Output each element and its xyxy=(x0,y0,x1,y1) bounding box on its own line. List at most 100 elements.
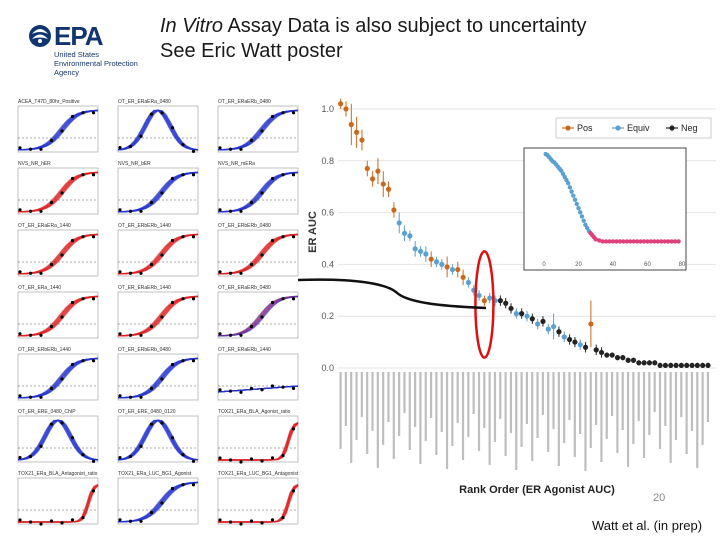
inset-point xyxy=(607,239,612,244)
panel-plot xyxy=(117,105,199,153)
panel-point xyxy=(228,458,233,462)
auc-point xyxy=(465,279,472,286)
panel-plot xyxy=(117,229,199,277)
panel-point xyxy=(170,486,175,491)
inset-point xyxy=(579,214,585,219)
panel-point xyxy=(91,459,96,463)
panel-point xyxy=(60,521,64,525)
panel-point xyxy=(191,235,196,239)
inset-point xyxy=(578,210,583,215)
auc-point xyxy=(385,186,392,192)
panel-point xyxy=(49,422,54,426)
panel-point xyxy=(281,235,285,239)
title-line-2: See Eric Watt poster xyxy=(160,40,343,62)
x-tick-label xyxy=(403,372,406,413)
panel-point xyxy=(239,390,243,394)
panel-point xyxy=(28,395,33,399)
x-tick-label xyxy=(360,372,363,417)
x-tick-label xyxy=(690,372,694,431)
panel-point xyxy=(49,324,54,329)
panel-point xyxy=(281,111,285,115)
x-tick-label xyxy=(701,372,704,445)
legend-marker xyxy=(615,125,621,131)
dose-response-panel: OT_ER_ERaERb_0480 xyxy=(210,99,300,160)
panel-point xyxy=(191,149,196,153)
panel-point xyxy=(239,333,243,337)
panel-point xyxy=(128,395,133,399)
panel-point xyxy=(181,483,185,487)
panel-plot xyxy=(217,353,299,401)
auc-point xyxy=(364,165,370,172)
panel-point xyxy=(228,520,233,524)
auc-point xyxy=(614,355,621,361)
panel-point xyxy=(270,238,275,243)
y-tick-label: 1.0 xyxy=(321,104,334,114)
inset-point xyxy=(593,237,598,242)
dose-response-panel: OT_ER_ERbERb_0480 xyxy=(110,347,200,408)
auc-point xyxy=(540,318,546,324)
epa-line-2: Environmental Protection xyxy=(54,59,138,68)
auc-point xyxy=(396,220,402,226)
panel-point xyxy=(128,209,133,213)
legend-label: Equiv xyxy=(627,123,650,133)
panel-point xyxy=(39,333,43,337)
x-tick-label xyxy=(376,372,379,468)
panel-point xyxy=(149,200,154,205)
panel-point xyxy=(160,315,164,319)
panel-point xyxy=(70,114,75,119)
panel-point xyxy=(270,300,275,305)
panel-point xyxy=(18,394,22,398)
x-tick-label xyxy=(483,372,486,428)
panel-plot xyxy=(217,229,299,277)
auc-point xyxy=(700,362,706,369)
auc-point xyxy=(343,106,349,112)
epa-line-3: Agency xyxy=(54,68,79,77)
panel-point xyxy=(149,324,154,329)
panel-point xyxy=(60,315,64,319)
panel-point xyxy=(228,209,233,213)
inset-point xyxy=(572,197,578,203)
auc-point xyxy=(593,347,599,353)
slide-title: In Vitro Assay Data is also subject to u… xyxy=(160,14,587,64)
panel-point xyxy=(118,518,122,522)
panel-plot xyxy=(17,105,99,153)
x-tick-label xyxy=(504,372,507,456)
x-tick-label xyxy=(451,372,454,446)
panel-point xyxy=(28,454,33,459)
auc-point xyxy=(604,352,610,358)
panel-point xyxy=(239,209,243,213)
panel-plot xyxy=(17,477,99,526)
panel-point xyxy=(249,519,254,523)
panel-point xyxy=(239,271,243,275)
x-tick-label xyxy=(573,372,576,457)
auc-point xyxy=(455,266,461,273)
panel-point xyxy=(28,209,33,213)
panel-point xyxy=(281,453,285,458)
panel-point xyxy=(149,422,154,426)
x-tick-label xyxy=(579,372,582,434)
x-tick-label xyxy=(382,372,385,445)
panel-point xyxy=(60,129,64,133)
panel-point xyxy=(191,173,196,177)
panel-point xyxy=(39,444,43,448)
panel-point xyxy=(260,253,264,257)
panel-point xyxy=(160,191,164,195)
x-tick-label xyxy=(413,372,417,427)
x-tick-label xyxy=(696,372,699,468)
epa-wordmark: EPA xyxy=(54,22,104,51)
panel-point xyxy=(249,324,254,329)
x-tick-label xyxy=(520,372,523,447)
auc-point xyxy=(535,321,541,327)
y-axis-label: ER AUC xyxy=(307,211,319,253)
auc-point xyxy=(646,360,653,366)
panel-point xyxy=(81,235,85,239)
panel-title: OT_ER_ERbERb_0480 xyxy=(118,347,171,353)
panel-title: OT_ER_ERaERb_0480 xyxy=(218,99,271,105)
panel-point xyxy=(49,138,54,143)
x-tick-label xyxy=(493,372,497,442)
x-tick-label xyxy=(509,372,513,433)
panel-point xyxy=(260,459,264,463)
inset-x-tick: 60 xyxy=(644,262,651,268)
panel-point xyxy=(170,362,175,367)
inset-point xyxy=(672,239,678,244)
